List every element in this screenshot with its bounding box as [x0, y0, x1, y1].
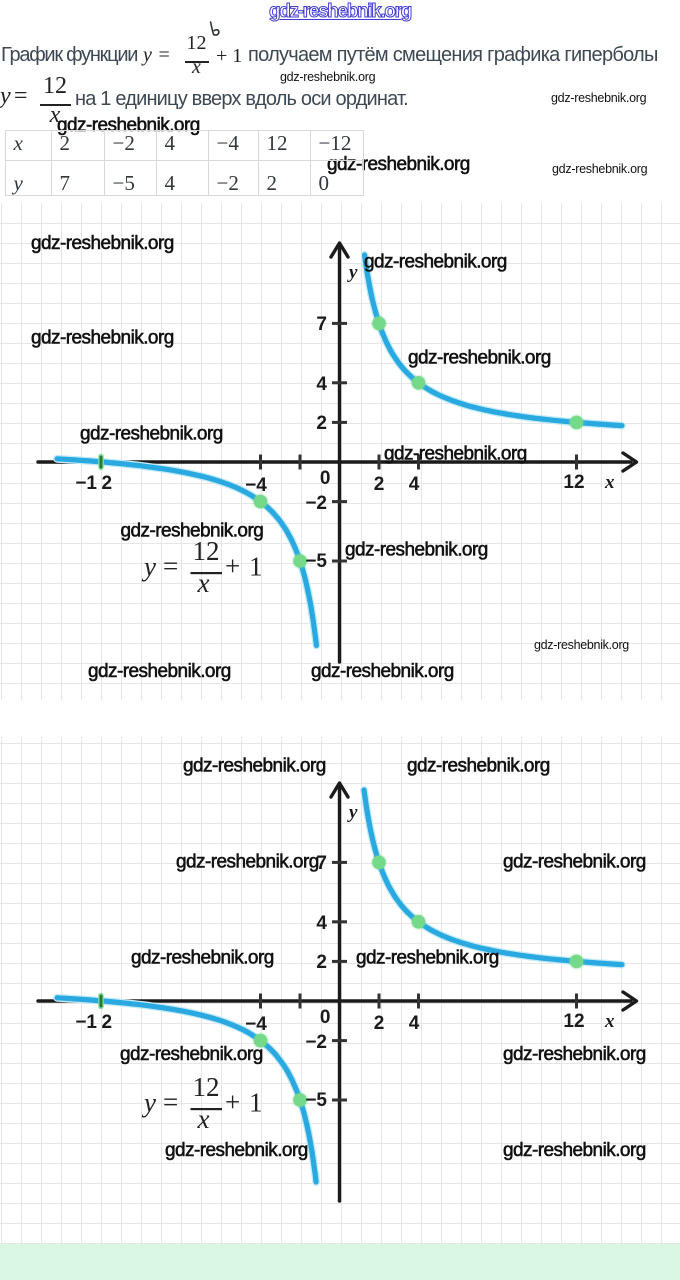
svg-text:0: 0: [320, 1007, 331, 1028]
svg-text:gdz-reshebnik.org: gdz-reshebnik.org: [88, 661, 231, 682]
svg-text:gdz-reshebnik.org: gdz-reshebnik.org: [131, 948, 274, 969]
svg-text:12: 12: [193, 536, 220, 566]
svg-text:+: +: [225, 551, 240, 581]
svg-text:12: 12: [563, 1011, 584, 1032]
svg-text:−5: −5: [305, 551, 327, 572]
svg-text:=: =: [163, 551, 178, 581]
svg-text:12: 12: [563, 472, 584, 493]
svg-text:−2: −2: [305, 1032, 327, 1053]
svg-text:y: y: [141, 1088, 156, 1118]
svg-text:2: 2: [316, 413, 327, 434]
svg-text:2: 2: [316, 952, 327, 973]
svg-text:=: =: [163, 1087, 178, 1117]
svg-text:0: 0: [320, 468, 331, 489]
svg-text:y: y: [141, 552, 156, 582]
svg-text:7: 7: [316, 853, 327, 874]
svg-text:4: 4: [316, 374, 327, 395]
svg-text:4: 4: [409, 474, 420, 495]
svg-text:−1: −1: [75, 473, 97, 494]
svg-text:gdz-reshebnik.org: gdz-reshebnik.org: [384, 444, 527, 465]
svg-text:gdz-reshebnik.org: gdz-reshebnik.org: [165, 1140, 308, 1161]
svg-text:−4: −4: [245, 1014, 267, 1035]
svg-text:gdz-reshebnik.org: gdz-reshebnik.org: [80, 424, 223, 445]
svg-text:−5: −5: [305, 1090, 327, 1111]
svg-text:−1: −1: [75, 1012, 97, 1033]
svg-text:2: 2: [374, 474, 385, 495]
svg-text:x: x: [197, 568, 210, 598]
svg-text:12: 12: [193, 1072, 220, 1102]
svg-text:gdz-reshebnik.org: gdz-reshebnik.org: [364, 252, 507, 273]
svg-text:−4: −4: [245, 475, 267, 496]
svg-text:2: 2: [374, 1013, 385, 1034]
svg-text:−2: −2: [305, 493, 327, 514]
svg-text:gdz-reshebnik.org: gdz-reshebnik.org: [183, 756, 326, 777]
svg-text:gdz-reshebnik.org: gdz-reshebnik.org: [120, 1044, 263, 1065]
svg-text:gdz-reshebnik.org: gdz-reshebnik.org: [407, 756, 550, 777]
svg-text:4: 4: [316, 913, 327, 934]
svg-text:gdz-reshebnik.org: gdz-reshebnik.org: [31, 233, 174, 254]
svg-text:y: y: [347, 802, 358, 823]
svg-text:gdz-reshebnik.org: gdz-reshebnik.org: [503, 1044, 646, 1065]
svg-text:4: 4: [409, 1013, 420, 1034]
svg-text:2: 2: [102, 1012, 113, 1033]
svg-text:1: 1: [249, 552, 263, 582]
svg-text:gdz-reshebnik.org: gdz-reshebnik.org: [121, 521, 264, 542]
svg-text:gdz-reshebnik.org: gdz-reshebnik.org: [503, 1140, 646, 1161]
svg-text:+: +: [225, 1087, 240, 1117]
svg-text:7: 7: [316, 314, 327, 335]
svg-text:gdz-reshebnik.org: gdz-reshebnik.org: [408, 348, 551, 369]
svg-text:1: 1: [249, 1088, 263, 1118]
svg-text:x: x: [197, 1104, 210, 1134]
svg-text:x: x: [604, 1011, 615, 1032]
svg-text:y: y: [347, 262, 358, 283]
svg-text:gdz-reshebnik.org: gdz-reshebnik.org: [176, 852, 319, 873]
svg-text:gdz-reshebnik.org: gdz-reshebnik.org: [503, 852, 646, 873]
svg-text:gdz-reshebnik.org: gdz-reshebnik.org: [356, 948, 499, 969]
svg-text:gdz-reshebnik.org: gdz-reshebnik.org: [345, 540, 488, 561]
svg-text:gdz-reshebnik.org: gdz-reshebnik.org: [311, 661, 454, 682]
svg-text:gdz-reshebnik.org: gdz-reshebnik.org: [534, 638, 629, 652]
svg-text:gdz-reshebnik.org: gdz-reshebnik.org: [31, 328, 174, 349]
svg-text:x: x: [604, 472, 615, 493]
svg-text:2: 2: [102, 473, 113, 494]
